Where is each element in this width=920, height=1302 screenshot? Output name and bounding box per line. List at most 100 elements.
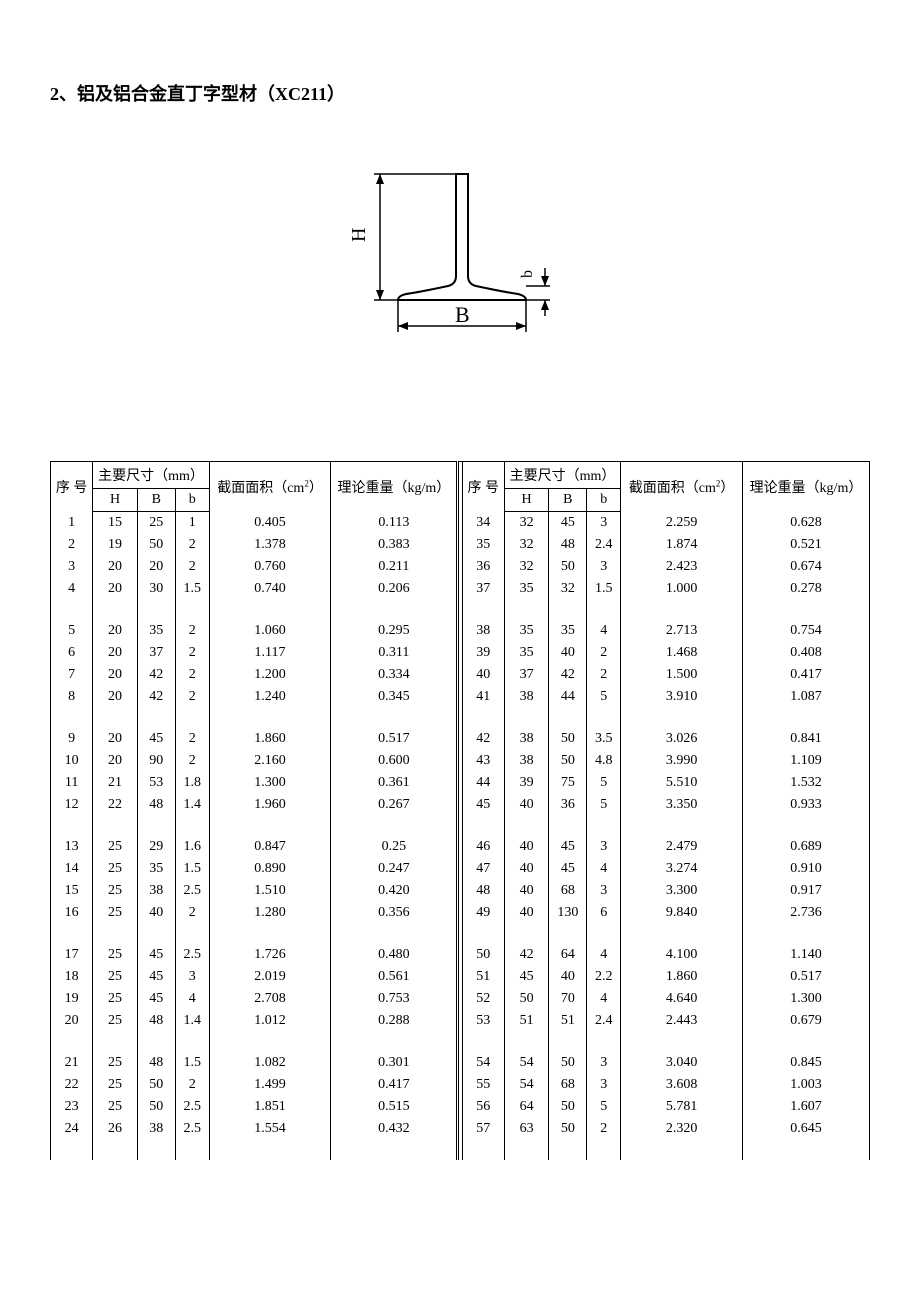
cell: 51 (462, 966, 504, 988)
cell: 0.740 (209, 578, 331, 600)
cell: 0.113 (331, 512, 458, 535)
cell: 20 (93, 642, 137, 664)
cell: 3.910 (621, 686, 743, 708)
cell: 20 (93, 664, 137, 686)
cell: 3 (587, 1074, 621, 1096)
cell: 1.109 (742, 750, 869, 772)
cell (51, 1140, 93, 1160)
cell: 1.5 (587, 578, 621, 600)
table-row: 6203721.1170.31139354021.4680.408 (51, 642, 870, 664)
cell: 3.990 (621, 750, 743, 772)
cell: 44 (462, 772, 504, 794)
cell: 20 (93, 728, 137, 750)
cell: 2 (587, 1118, 621, 1140)
cell: 20 (93, 750, 137, 772)
spec-table: 序 号 主要尺寸（mm） 截面面积（cm2） 理论重量（kg/m） 序 号 主要… (50, 461, 870, 1160)
cell: 11 (51, 772, 93, 794)
cell: 0.674 (742, 556, 869, 578)
cell: 2.160 (209, 750, 331, 772)
cell (137, 816, 175, 836)
table-row: 19254542.7080.75352507044.6401.300 (51, 988, 870, 1010)
cell: 43 (462, 750, 504, 772)
cell: 44 (549, 686, 587, 708)
cell: 38 (137, 1118, 175, 1140)
cell: 55 (462, 1074, 504, 1096)
hdr-size-right: 主要尺寸（mm） (504, 462, 620, 489)
cell: 42 (137, 664, 175, 686)
cell: 2.4 (587, 534, 621, 556)
table-body: 1152510.4050.11334324532.2590.6282195021… (51, 512, 870, 1161)
cell: 0.361 (331, 772, 458, 794)
cell: 26 (93, 1118, 137, 1140)
cell: 38 (137, 880, 175, 902)
cell: 48 (137, 1052, 175, 1074)
hdr-area-right: 截面面积（cm2） (621, 462, 743, 512)
cell: 1.4 (175, 794, 209, 816)
cell: 20 (51, 1010, 93, 1032)
cell: 1.060 (209, 620, 331, 642)
cell: 25 (93, 1052, 137, 1074)
cell: 29 (137, 836, 175, 858)
cell (331, 1032, 458, 1052)
cell: 42 (137, 686, 175, 708)
cell: 5 (587, 772, 621, 794)
cell: 63 (504, 1118, 548, 1140)
table-row: 1325291.60.8470.2546404532.4790.689 (51, 836, 870, 858)
cell: 1.499 (209, 1074, 331, 1096)
cell (175, 1140, 209, 1160)
cell: 48 (462, 880, 504, 902)
cell: 35 (504, 642, 548, 664)
cell: 1.5 (175, 1052, 209, 1074)
cell (587, 924, 621, 944)
cell (549, 924, 587, 944)
cell: 70 (549, 988, 587, 1010)
cell: 0.345 (331, 686, 458, 708)
cell (137, 708, 175, 728)
cell: 6 (51, 642, 93, 664)
cell: 38 (504, 750, 548, 772)
table-row: 420301.50.7400.2063735321.51.0000.278 (51, 578, 870, 600)
table-row: 1525382.51.5100.42048406833.3000.917 (51, 880, 870, 902)
cell: 13 (51, 836, 93, 858)
cell: 0.910 (742, 858, 869, 880)
cell: 0.278 (742, 578, 869, 600)
cell (209, 708, 331, 728)
table-row: 1121531.81.3000.36144397555.5101.532 (51, 772, 870, 794)
cell: 2.423 (621, 556, 743, 578)
cell: 1.012 (209, 1010, 331, 1032)
cell: 25 (93, 1096, 137, 1118)
cell: 1.960 (209, 794, 331, 816)
cell: 1.117 (209, 642, 331, 664)
cell (462, 816, 504, 836)
cell: 4 (587, 988, 621, 1010)
cell (51, 600, 93, 620)
cell: 38 (462, 620, 504, 642)
cell: 1.300 (209, 772, 331, 794)
table-row: 1425351.50.8900.24747404543.2740.910 (51, 858, 870, 880)
cell: 3.300 (621, 880, 743, 902)
hdr-weight-left: 理论重量（kg/m） (331, 462, 458, 512)
table-row: 7204221.2000.33440374221.5000.417 (51, 664, 870, 686)
cell: 19 (51, 988, 93, 1010)
cell: 41 (462, 686, 504, 708)
cell (462, 1140, 504, 1160)
cell: 10 (51, 750, 93, 772)
cell: 4.8 (587, 750, 621, 772)
cell: 0.515 (331, 1096, 458, 1118)
cell: 35 (504, 620, 548, 642)
table-row: 18254532.0190.5615145402.21.8600.517 (51, 966, 870, 988)
cell: 2 (175, 728, 209, 750)
hdr-B-left: B (137, 489, 175, 512)
page-title: 2、铝及铝合金直丁字型材（XC211） (50, 80, 870, 106)
cell: 50 (549, 556, 587, 578)
cell: 25 (93, 902, 137, 924)
cell: 1.726 (209, 944, 331, 966)
table-row: 1152510.4050.11334324532.2590.628 (51, 512, 870, 535)
cell: 9 (51, 728, 93, 750)
cell: 1.5 (175, 578, 209, 600)
cell: 48 (549, 534, 587, 556)
cell: 21 (93, 772, 137, 794)
cell (504, 708, 548, 728)
cell: 3 (51, 556, 93, 578)
cell: 50 (549, 1052, 587, 1074)
